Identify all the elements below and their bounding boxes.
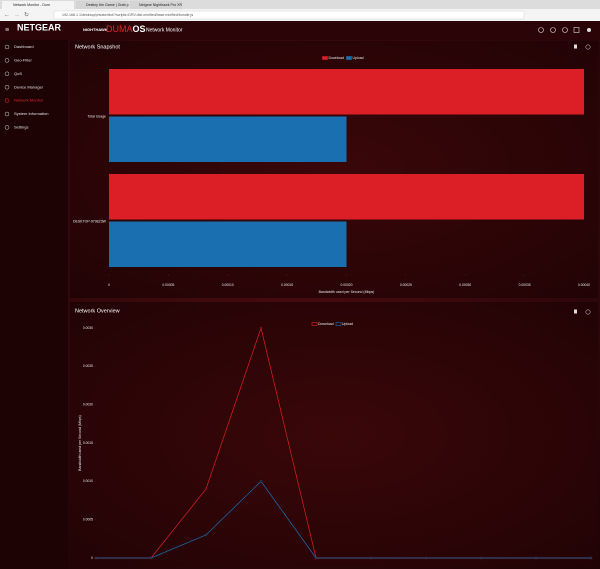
x-tick-label: 0.00010 bbox=[222, 283, 234, 287]
menu-button[interactable]: ≡ bbox=[5, 27, 9, 34]
y-tick-label: 0.0025 bbox=[83, 364, 93, 368]
x-tick-label: 0.00030 bbox=[459, 283, 471, 287]
tab-title: Network Monitor - Dum bbox=[13, 3, 50, 7]
help-icon[interactable] bbox=[585, 309, 591, 315]
point bbox=[314, 556, 318, 560]
os-name: DUMAOS bbox=[106, 24, 146, 34]
point bbox=[204, 533, 208, 537]
address-bar[interactable] bbox=[53, 10, 525, 20]
menu-icon bbox=[4, 98, 10, 103]
x-tick-label: 0.00015 bbox=[281, 283, 293, 287]
exit-icon[interactable] bbox=[573, 27, 580, 33]
bar bbox=[109, 69, 584, 115]
tab[interactable] bbox=[76, 1, 128, 9]
x-axis-label: Bandwidth used per Second (Mbps) bbox=[319, 290, 375, 294]
pin-icon[interactable] bbox=[574, 44, 577, 49]
tab-title: Destiny the Game | Grab p bbox=[86, 3, 129, 7]
legend-swatch bbox=[322, 56, 328, 60]
os-name-a: DUMA bbox=[106, 24, 133, 34]
point bbox=[369, 556, 373, 560]
menu-item[interactable]: Settings bbox=[14, 124, 28, 129]
x-tick-label: 0.00020 bbox=[341, 283, 353, 287]
menu-icon bbox=[4, 71, 10, 77]
tab-title: Netgear Nighthawk Pro XR bbox=[139, 3, 183, 7]
point bbox=[424, 556, 428, 560]
menu-icon bbox=[4, 125, 10, 130]
legend-label: Download bbox=[318, 322, 334, 326]
back-button[interactable]: ← bbox=[4, 13, 10, 19]
forward-button[interactable]: → bbox=[14, 13, 20, 19]
legend-label: Download bbox=[329, 56, 345, 60]
sidebar-menu: Dashboard Geo-Filter QoS Device Manager Netw… bbox=[4, 44, 48, 130]
legend-label: Upload bbox=[353, 56, 364, 60]
charts: Network Snapshot Download Upload Total Usag… bbox=[73, 44, 593, 560]
point bbox=[94, 556, 98, 560]
x-tick-label: 0.00025 bbox=[400, 283, 412, 287]
y-tick-label: 0.0010 bbox=[83, 479, 93, 483]
category-label: DESKTOP-9798Z3W bbox=[73, 219, 107, 223]
point bbox=[149, 556, 153, 560]
x-tick-label: 0.00035 bbox=[519, 283, 531, 287]
x-tick-label: 0.00005 bbox=[162, 283, 174, 287]
x-tick-label: 0.00040 bbox=[578, 283, 590, 287]
menu-icon bbox=[4, 84, 10, 90]
panel bbox=[70, 302, 598, 567]
y-tick-label: 0.0020 bbox=[83, 403, 93, 407]
legend-swatch bbox=[311, 322, 318, 326]
page-title: Network Monitor bbox=[146, 27, 183, 33]
url: 192.168.1.1/desktop/private/dist/?script… bbox=[62, 13, 193, 17]
legend-label: Upload bbox=[342, 322, 353, 326]
menu-item[interactable]: System Information bbox=[14, 111, 48, 116]
category-label: Total Usage bbox=[88, 114, 107, 118]
point bbox=[259, 326, 263, 330]
y-axis-label: Bandwidth used per Second (Mbps) bbox=[78, 415, 82, 471]
menu-item[interactable]: Dashboard bbox=[14, 44, 34, 49]
point bbox=[534, 556, 538, 560]
line-series bbox=[96, 480, 591, 559]
bar bbox=[109, 221, 347, 267]
y-tick-label: 0.0005 bbox=[83, 518, 93, 522]
y-tick-label: 0 bbox=[91, 556, 93, 560]
sidebar bbox=[0, 40, 68, 569]
x-tick-label: 0 bbox=[108, 283, 110, 287]
point bbox=[259, 480, 263, 483]
brand: NETGEAR bbox=[17, 22, 62, 32]
menu-item[interactable]: QoS bbox=[14, 71, 22, 76]
panel-title: Network Overview bbox=[75, 308, 120, 314]
panel-title: Network Snapshot bbox=[75, 44, 120, 50]
os-name-b: OS bbox=[133, 24, 146, 34]
menu-item[interactable]: Network Monitor bbox=[14, 98, 44, 103]
bar bbox=[109, 116, 347, 162]
pin-icon[interactable] bbox=[574, 309, 577, 314]
tab[interactable] bbox=[2, 1, 74, 9]
legend-swatch bbox=[335, 322, 342, 326]
point bbox=[204, 487, 208, 491]
language-icon[interactable] bbox=[550, 27, 556, 33]
tab[interactable] bbox=[130, 1, 182, 9]
bar bbox=[109, 174, 584, 220]
y-tick-label: 0.0015 bbox=[83, 441, 93, 445]
y-tick-label: 0.0030 bbox=[83, 326, 93, 330]
menu-item[interactable]: Geo-Filter bbox=[14, 57, 32, 62]
product: NIGHTHAWK bbox=[83, 27, 108, 32]
point bbox=[589, 556, 593, 560]
legend-swatch bbox=[346, 56, 352, 60]
notification-icon[interactable] bbox=[587, 28, 591, 32]
app-header bbox=[0, 21, 600, 40]
info-icon[interactable] bbox=[538, 27, 544, 33]
point bbox=[479, 556, 483, 560]
tab-bar bbox=[0, 0, 600, 9]
menu-item[interactable]: Device Manager bbox=[14, 84, 44, 89]
menu-icon bbox=[4, 44, 10, 50]
reload-button[interactable]: ↻ bbox=[24, 12, 29, 19]
menu-icon bbox=[4, 111, 10, 117]
settings-icon[interactable] bbox=[562, 27, 568, 33]
help-icon[interactable] bbox=[585, 44, 591, 50]
menu-icon bbox=[4, 58, 10, 63]
